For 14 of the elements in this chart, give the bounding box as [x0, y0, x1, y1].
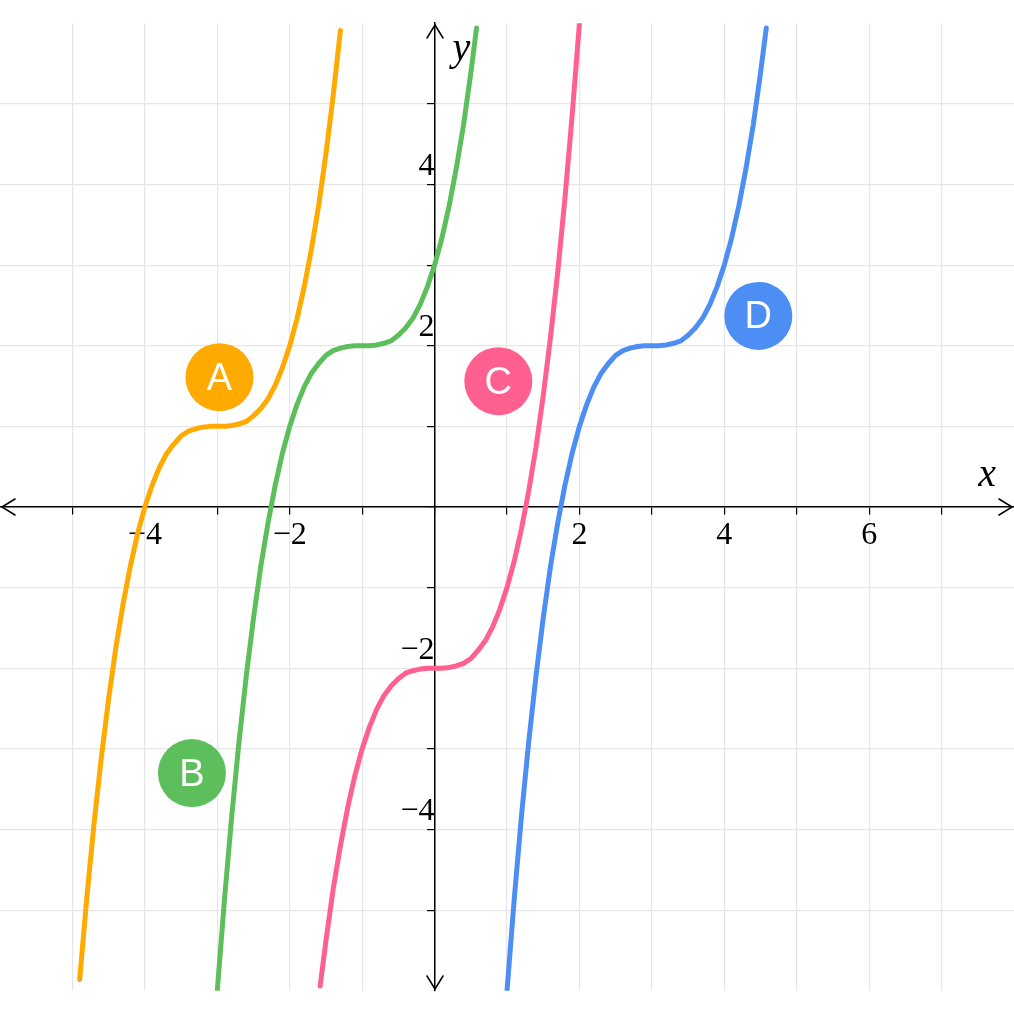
x-tick-label: 2 — [571, 514, 588, 551]
annotation: D — [744, 294, 773, 337]
annotation: C — [484, 359, 513, 402]
x-tick-label: −2 — [272, 514, 307, 551]
y-tick-label: 4 — [418, 145, 435, 182]
annotation: B — [179, 751, 205, 794]
x-tick-label: 6 — [861, 514, 878, 551]
annotation: A — [206, 355, 233, 398]
x-axis-title: x — [977, 449, 997, 495]
y-tick-label: 2 — [418, 307, 435, 344]
y-axis-title: y — [448, 23, 471, 69]
y-tick-label: −4 — [400, 790, 435, 827]
x-tick-label: 4 — [716, 514, 733, 551]
y-tick-label: −2 — [400, 629, 435, 666]
